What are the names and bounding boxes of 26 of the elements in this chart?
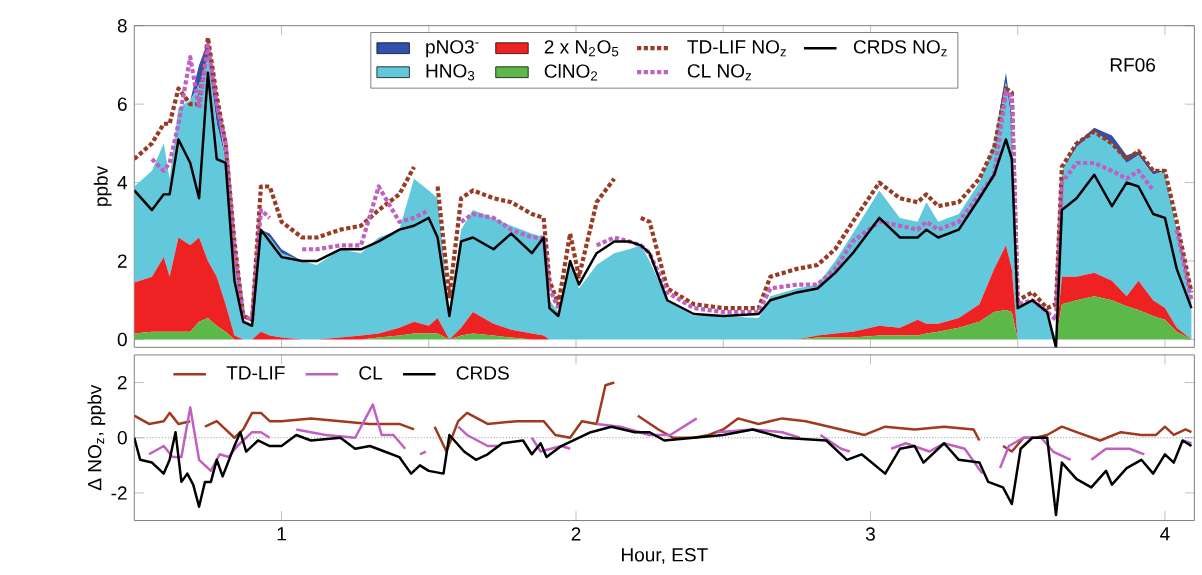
y-tick-label: 2 [117, 254, 127, 268]
x-tick-label: 3 [865, 527, 875, 541]
x-tick-label: 2 [571, 527, 581, 541]
y-tick-label: 6 [117, 97, 127, 111]
legend-label: CL NO$_{z}$ [687, 64, 752, 81]
y-tick-label: 0 [117, 431, 127, 445]
x-axis-title: Hour, EST [622, 548, 708, 564]
legend-label: HNO$_{3}$ [426, 64, 475, 81]
legend-label: TD-LIF [226, 366, 285, 380]
legend-label: 2 x N$_{2}$O$_{5}$ [544, 40, 619, 57]
legend-label: CRDS [456, 366, 509, 380]
legend-label: pNO3$^{-}$ [426, 40, 479, 58]
x-tick-label: 1 [277, 527, 286, 541]
legend-label: CL [359, 366, 383, 380]
y-tick-label: -2 [111, 486, 127, 500]
x-tick-label: 4 [1160, 527, 1170, 541]
y-tick-label: 2 [117, 376, 127, 390]
annotation: RF06 [1110, 58, 1156, 72]
legend-label: TD-LIF NO$_{z}$ [687, 40, 786, 57]
y-axis-title: ppbv [93, 166, 112, 207]
y-tick-label: 8 [117, 19, 127, 33]
legend-label: CRDS NO$_{z}$ [853, 40, 947, 57]
y-tick-label: 4 [117, 176, 128, 190]
y-axis-title: Δ NO$_{z}$, ppbv [87, 384, 106, 491]
y-tick-label: 0 [117, 332, 127, 347]
legend-label: ClNO$_{2}$ [544, 64, 598, 81]
